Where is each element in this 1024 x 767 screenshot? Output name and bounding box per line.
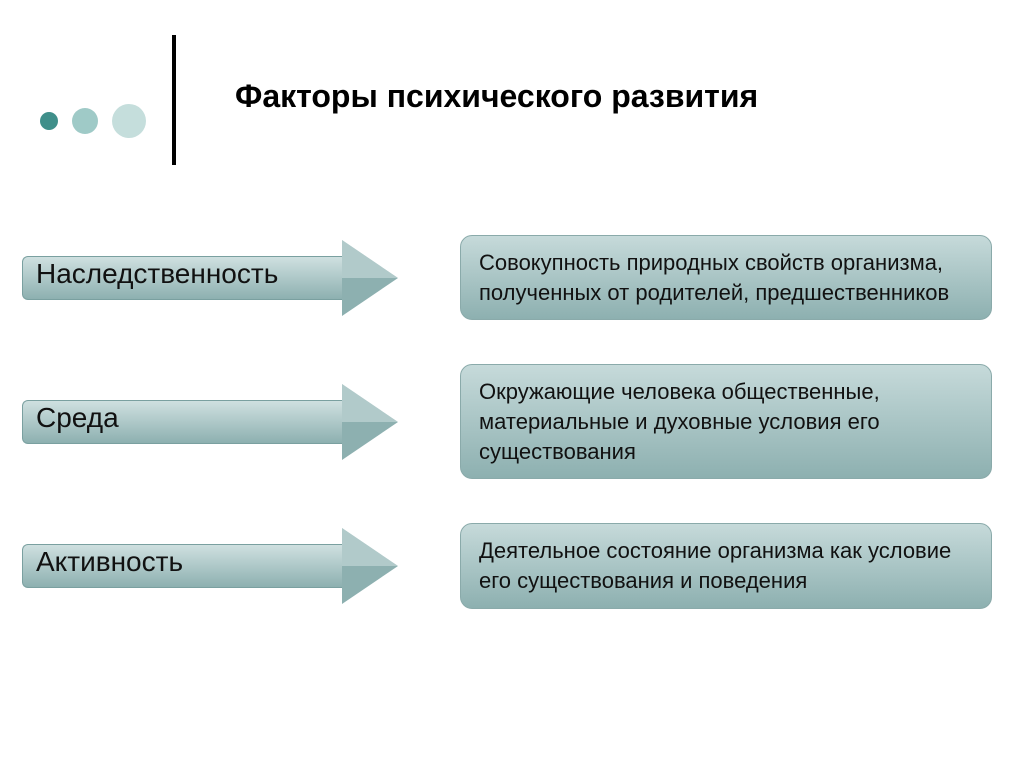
factor-arrow: Активность xyxy=(22,528,430,604)
header-decoration xyxy=(40,35,176,165)
factor-row: Среда Окружающие человека общественные, м… xyxy=(22,364,1002,479)
arrow-head-highlight xyxy=(342,240,398,278)
factor-label: Наследственность xyxy=(36,258,278,290)
arrow-head-highlight xyxy=(342,384,398,422)
decor-dot-3 xyxy=(112,104,146,138)
factor-label: Среда xyxy=(36,402,119,434)
decor-vertical-line xyxy=(172,35,176,165)
factor-description: Окружающие человека общественные, матери… xyxy=(460,364,992,479)
factor-description: Деятельное состояние организма как услов… xyxy=(460,523,992,608)
factor-row: Наследственность Совокупность природных с… xyxy=(22,235,1002,320)
decor-dot-1 xyxy=(40,112,58,130)
factor-description: Совокупность природных свойств организма… xyxy=(460,235,992,320)
factor-rows: Наследственность Совокупность природных с… xyxy=(22,235,1002,653)
page-title: Факторы психического развития xyxy=(235,78,758,115)
factor-row: Активность Деятельное состояние организма… xyxy=(22,523,1002,608)
factor-arrow: Наследственность xyxy=(22,240,430,316)
factor-label: Активность xyxy=(36,546,183,578)
arrow-head-highlight xyxy=(342,528,398,566)
factor-arrow: Среда xyxy=(22,384,430,460)
decor-dot-2 xyxy=(72,108,98,134)
